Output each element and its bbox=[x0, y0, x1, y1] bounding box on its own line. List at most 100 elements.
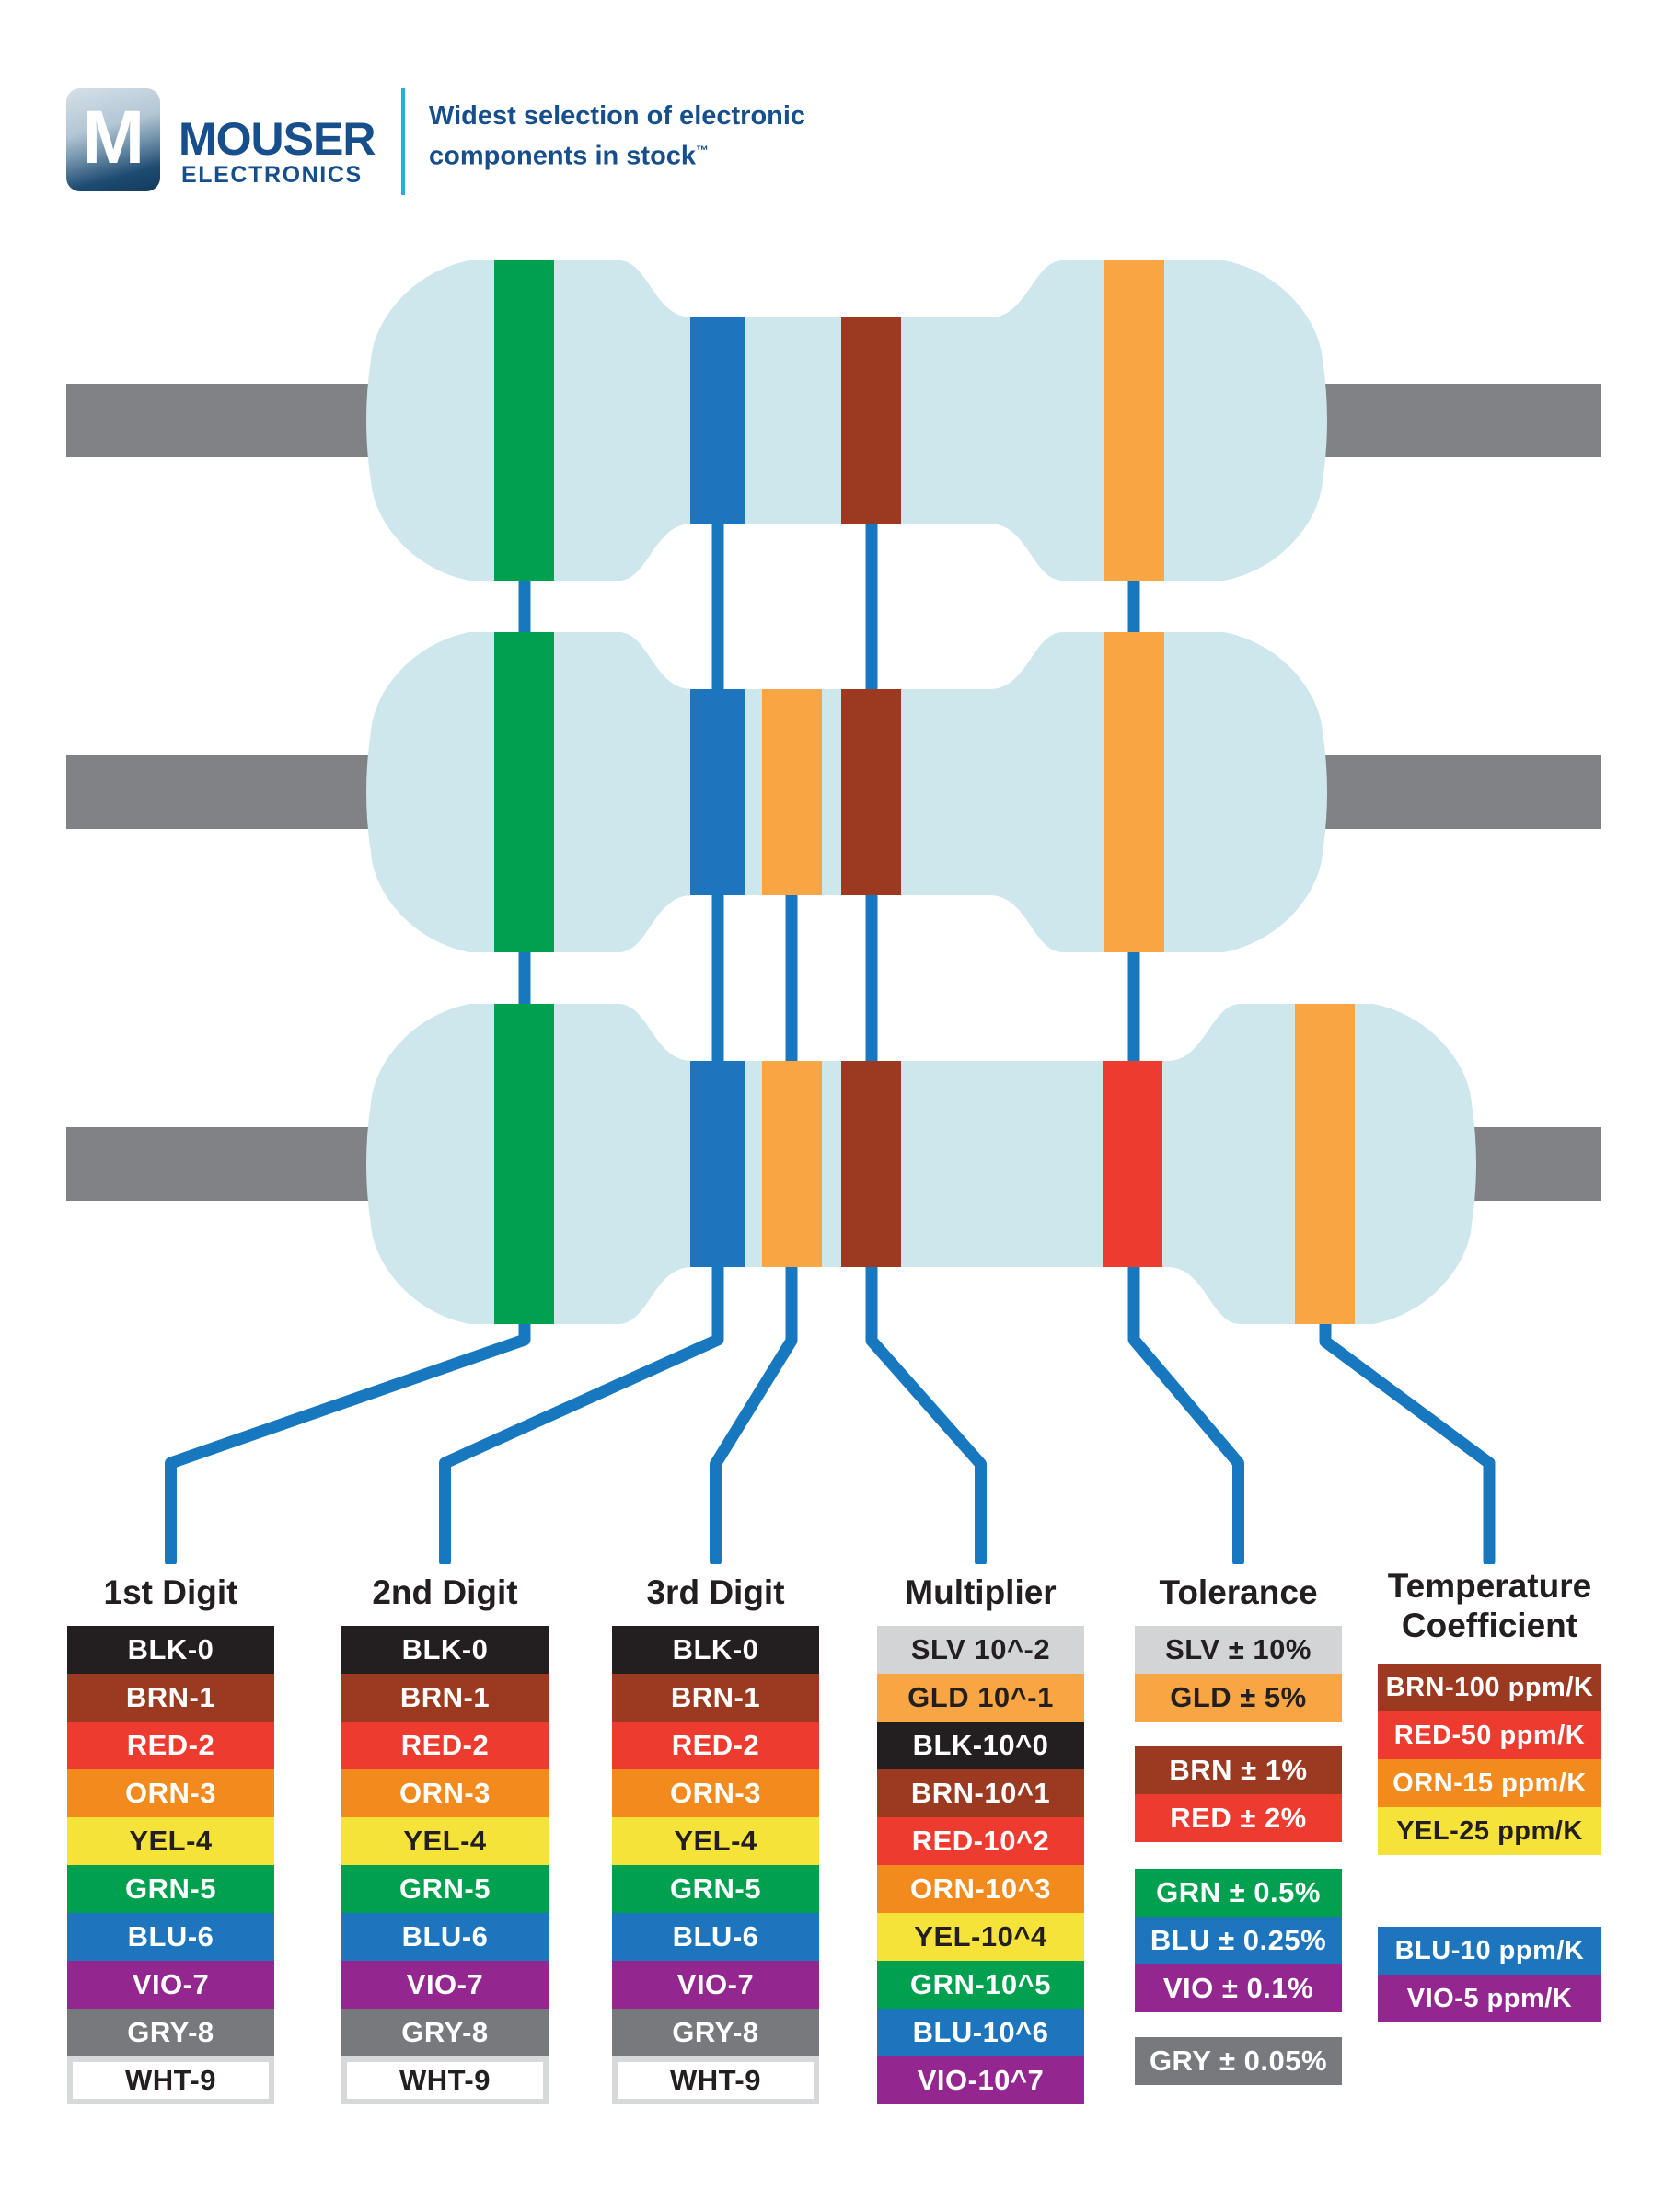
column-header-3rd-digit: 3rd Digit bbox=[646, 1573, 785, 1611]
band-green-1st-digit bbox=[494, 632, 554, 952]
legend-row: BLU-6 bbox=[612, 1913, 819, 1961]
band-green-1st-digit bbox=[494, 1004, 554, 1324]
legend-row: BLK-0 bbox=[341, 1626, 549, 1674]
legend-row: YEL-4 bbox=[341, 1817, 549, 1865]
column-header-1st-digit: 1st Digit bbox=[103, 1573, 238, 1611]
legend-row: GRN ± 0.5% bbox=[1135, 1869, 1342, 1917]
band-blue-2nd-digit bbox=[690, 1061, 745, 1267]
legend-row: RED-50 ppm/K bbox=[1378, 1711, 1601, 1759]
brand-tagline: Widest selection of electronic component… bbox=[429, 99, 805, 174]
legend-row: RED-2 bbox=[612, 1722, 819, 1769]
legend-column-3rd-digit: BLK-0 BRN-1 RED-2 ORN-3 YEL-4 GRN-5 BLU-… bbox=[612, 1626, 819, 2104]
legend-row: ORN-3 bbox=[612, 1769, 819, 1817]
column-header-multiplier: Multiplier bbox=[905, 1573, 1057, 1611]
legend-row: BLK-10^0 bbox=[877, 1722, 1084, 1769]
legend-row: BLK-0 bbox=[612, 1626, 819, 1674]
legend-row: GLD ± 5% bbox=[1135, 1674, 1342, 1722]
legend-row: GRY-8 bbox=[341, 2009, 549, 2056]
legend-row: RED ± 2% bbox=[1135, 1794, 1342, 1842]
legend-column-2nd-digit: BLK-0 BRN-1 RED-2 ORN-3 YEL-4 GRN-5 BLU-… bbox=[341, 1626, 549, 2104]
legend-row: VIO-10^7 bbox=[877, 2056, 1084, 2104]
column-header-2nd-digit: 2nd Digit bbox=[372, 1573, 518, 1611]
band-orange-temp-coefficient bbox=[1295, 1004, 1355, 1324]
legend-row: BLU-10 ppm/K bbox=[1378, 1927, 1601, 1975]
legend-row: GRN-5 bbox=[67, 1865, 274, 1913]
resistor-6-band-body bbox=[366, 1004, 1476, 1324]
band-gold-tolerance bbox=[1104, 632, 1164, 952]
legend-row: ORN-10^3 bbox=[877, 1865, 1084, 1913]
temp-header-line2: Coefficient bbox=[1401, 1607, 1578, 1644]
resistor-leads bbox=[66, 384, 1601, 1201]
legend-row: BLU-6 bbox=[67, 1913, 274, 1961]
legend-row: BLU-10^6 bbox=[877, 2009, 1084, 2056]
legend-row: VIO-5 ppm/K bbox=[1378, 1975, 1601, 2022]
band-brown-multiplier bbox=[841, 689, 901, 895]
legend-row: BRN-1 bbox=[612, 1674, 819, 1722]
column-header-tolerance: Tolerance bbox=[1159, 1573, 1318, 1611]
column-header-temp-coefficient: Temperature Coefficient bbox=[1378, 1566, 1601, 1645]
lead-left-resistor-2 bbox=[66, 755, 372, 829]
legend-row: GRN-5 bbox=[341, 1865, 549, 1913]
legend-row: GRN-5 bbox=[612, 1865, 819, 1913]
legend-row: BRN-100 ppm/K bbox=[1378, 1664, 1601, 1711]
trademark-symbol: ™ bbox=[696, 143, 710, 157]
legend-row: GRY-8 bbox=[67, 2009, 274, 2056]
legend-row: BRN ± 1% bbox=[1135, 1746, 1342, 1794]
band-blue-2nd-digit bbox=[690, 317, 745, 524]
brand-name: MOUSER bbox=[179, 113, 376, 165]
header-divider bbox=[401, 88, 405, 195]
lead-right-resistor-1 bbox=[1277, 384, 1601, 457]
lead-left-resistor-3 bbox=[66, 1127, 368, 1201]
band-red-tolerance bbox=[1103, 1061, 1162, 1267]
resistor-5-band-bands bbox=[494, 632, 1164, 952]
legend-column-multiplier: SLV 10^-2 GLD 10^-1 BLK-10^0 BRN-10^1 RE… bbox=[877, 1626, 1084, 2104]
legend-row: ORN-15 ppm/K bbox=[1378, 1759, 1601, 1807]
resistor-diagram bbox=[66, 260, 1601, 1564]
legend-row: VIO-7 bbox=[612, 1961, 819, 2009]
band-brown-multiplier bbox=[841, 1061, 901, 1267]
band-blue-2nd-digit bbox=[690, 689, 745, 895]
tagline-line1: Widest selection of electronic bbox=[429, 101, 806, 131]
legend-row: YEL-4 bbox=[612, 1817, 819, 1865]
legend-row: GLD 10^-1 bbox=[877, 1674, 1084, 1722]
temp-header-line1: Temperature bbox=[1387, 1567, 1592, 1605]
legend-row: ORN-3 bbox=[67, 1769, 274, 1817]
band-orange-3rd-digit bbox=[762, 689, 822, 895]
legend-row: WHT-9 bbox=[612, 2056, 819, 2104]
legend-row: SLV 10^-2 bbox=[877, 1626, 1084, 1674]
logo-letter: M bbox=[81, 96, 145, 179]
legend-row: YEL-10^4 bbox=[877, 1913, 1084, 1961]
mouser-logo-icon: M bbox=[66, 88, 160, 191]
lead-left-resistor-1 bbox=[66, 384, 372, 457]
legend-row: VIO ± 0.1% bbox=[1135, 1964, 1342, 2012]
legend-row: BLU ± 0.25% bbox=[1135, 1917, 1342, 1964]
legend-row: BRN-1 bbox=[341, 1674, 549, 1722]
legend-row: ORN-3 bbox=[341, 1769, 549, 1817]
legend-row: BRN-1 bbox=[67, 1674, 274, 1722]
tagline-line2: components in stock bbox=[429, 141, 697, 171]
legend-row: GRY-8 bbox=[612, 2009, 819, 2056]
legend-column-1st-digit: BLK-0 BRN-1 RED-2 ORN-3 YEL-4 GRN-5 BLU-… bbox=[67, 1626, 274, 2104]
band-brown-multiplier bbox=[841, 317, 901, 524]
brand-subtitle: ELECTRONICS bbox=[181, 162, 363, 188]
leader-3rd-digit bbox=[710, 693, 798, 1564]
legend-row: RED-2 bbox=[341, 1722, 549, 1769]
legend-row: RED-10^2 bbox=[877, 1817, 1084, 1865]
legend-row: YEL-25 ppm/K bbox=[1378, 1807, 1601, 1855]
legend-row: RED-2 bbox=[67, 1722, 274, 1769]
legend-column-temp-coefficient: BRN-100 ppm/K RED-50 ppm/K ORN-15 ppm/K … bbox=[1378, 1664, 1601, 2022]
legend-row: WHT-9 bbox=[341, 2056, 549, 2104]
resistor-6-band-bands bbox=[494, 1004, 1355, 1324]
legend-row: SLV ± 10% bbox=[1135, 1626, 1342, 1674]
legend-row: VIO-7 bbox=[341, 1961, 549, 2009]
legend-row: BLK-0 bbox=[67, 1626, 274, 1674]
legend-row: BLU-6 bbox=[341, 1913, 549, 1961]
band-gold-tolerance bbox=[1104, 260, 1164, 581]
legend-row: BRN-10^1 bbox=[877, 1769, 1084, 1817]
legend-column-tolerance: SLV ± 10% GLD ± 5% BRN ± 1% RED ± 2% GRN… bbox=[1135, 1626, 1342, 2085]
legend-row: GRN-10^5 bbox=[877, 1961, 1084, 2009]
band-green-1st-digit bbox=[494, 260, 554, 581]
lead-right-resistor-2 bbox=[1277, 755, 1601, 829]
legend-row: YEL-4 bbox=[67, 1817, 274, 1865]
